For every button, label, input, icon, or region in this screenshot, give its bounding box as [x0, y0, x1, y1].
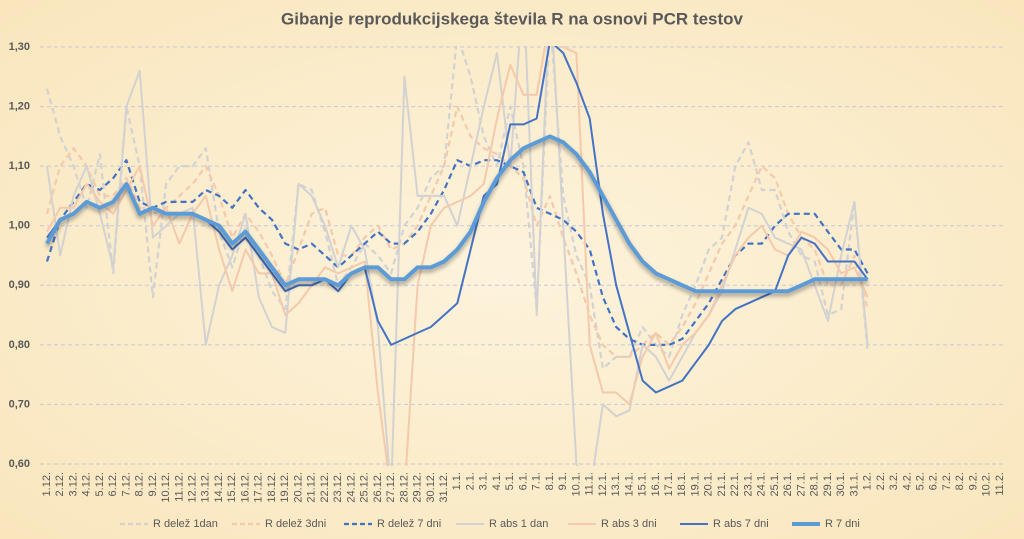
- x-tick-label: 30.1.: [835, 472, 847, 496]
- x-tick-label: 31.1.: [848, 472, 860, 496]
- x-tick-label: 28.12.: [398, 472, 410, 503]
- series-line: [46, 46, 869, 466]
- x-tick-label: 1.2.: [862, 472, 874, 490]
- series-line: [45, 105, 869, 358]
- y-tick-label: 1,10: [9, 160, 30, 172]
- series-line: [45, 46, 869, 370]
- x-tick-label: 27.12.: [385, 472, 397, 503]
- x-tick-label: 5.2.: [914, 472, 926, 490]
- x-tick-label: 10.12.: [160, 472, 172, 503]
- x-tick-label: 5.12.: [94, 472, 106, 496]
- x-tick-label: 17.12.: [253, 472, 265, 503]
- legend-label: R abs 3 dni: [601, 518, 657, 530]
- y-tick-label: 1,00: [9, 220, 30, 232]
- x-tick-label: 19.1.: [689, 472, 701, 496]
- chart-title: Gibanje reprodukcijskega števila R na os…: [281, 9, 744, 28]
- x-tick-label: 5.1.: [504, 472, 516, 490]
- y-tick-label: 0,60: [9, 458, 30, 470]
- x-tick-label: 6.1.: [517, 472, 529, 490]
- x-tick-label: 8.2.: [954, 472, 966, 490]
- x-tick-label: 15.12.: [226, 472, 238, 503]
- y-tick-label: 0,90: [9, 279, 30, 291]
- x-tick-label: 29.12.: [412, 472, 424, 503]
- x-tick-label: 2.1.: [464, 472, 476, 490]
- x-tick-label: 10.2.: [981, 472, 993, 496]
- x-tick-label: 20.12.: [292, 472, 304, 503]
- x-tick-label: 24.12.: [345, 472, 357, 503]
- x-tick-label: 29.1.: [822, 472, 834, 496]
- x-tick-label: 3.12.: [67, 472, 79, 496]
- x-tick-label: 7.2.: [941, 472, 953, 490]
- x-tick-label: 22.12.: [319, 472, 331, 503]
- legend-label: R abs 7 dni: [713, 518, 769, 530]
- x-tick-label: 27.1.: [795, 472, 807, 496]
- x-tick-label: 18.12.: [266, 472, 278, 503]
- x-tick-label: 3.1.: [478, 472, 490, 490]
- x-tick-label: 23.1.: [742, 472, 754, 496]
- x-tick-label: 9.2.: [967, 472, 979, 490]
- legend-label: R delež 7 dni: [377, 518, 441, 530]
- x-tick-label: 4.2.: [901, 472, 913, 490]
- legend-label: R delež 3dni: [265, 518, 326, 530]
- x-tick-label: 16.1.: [650, 472, 662, 496]
- x-tick-label: 11.1.: [584, 472, 596, 496]
- x-tick-label: 30.12.: [425, 472, 437, 503]
- x-tick-label: 23.12.: [332, 472, 344, 503]
- legend-label: R 7 dni: [825, 518, 860, 530]
- x-tick-label: 15.1.: [637, 472, 649, 496]
- x-tick-label: 13.12.: [200, 472, 212, 503]
- x-tick-label: 8.12.: [134, 472, 146, 496]
- y-tick-label: 0,80: [9, 339, 30, 351]
- x-tick-label: 1.12.: [41, 472, 53, 496]
- x-tick-label: 18.1.: [676, 472, 688, 496]
- x-tick-label: 28.1.: [809, 472, 821, 496]
- legend-label: R delež 1dan: [153, 518, 218, 530]
- x-tick-label: 10.1.: [570, 472, 582, 496]
- x-tick-label: 31.12.: [438, 472, 450, 503]
- x-tick-label: 21.12.: [306, 472, 318, 503]
- x-tick-label: 2.2.: [875, 472, 887, 490]
- y-tick-label: 0,70: [9, 398, 30, 410]
- x-tick-label: 26.12.: [372, 472, 384, 503]
- x-tick-label: 3.2.: [888, 472, 900, 490]
- x-tick-label: 12.12.: [187, 472, 199, 503]
- x-tick-label: 1.1.: [451, 472, 463, 490]
- x-tick-label: 25.1.: [769, 472, 781, 496]
- x-tick-label: 25.12.: [359, 472, 371, 503]
- x-tick-label: 6.12.: [107, 472, 119, 496]
- legend-label: R abs 1 dan: [489, 518, 548, 530]
- x-tick-label: 2.12.: [54, 472, 66, 496]
- x-tick-label: 9.12.: [147, 472, 159, 496]
- x-tick-label: 22.1.: [729, 472, 741, 496]
- plot-area: [45, 46, 869, 466]
- x-tick-label: 26.1.: [782, 472, 794, 496]
- x-tick-label: 19.12.: [279, 472, 291, 503]
- x-tick-label: 11.2.: [994, 472, 1006, 496]
- x-tick-label: 4.1.: [491, 472, 503, 490]
- x-tick-label: 7.12.: [120, 472, 132, 496]
- x-tick-label: 17.1.: [663, 472, 675, 496]
- x-tick-label: 7.1.: [531, 472, 543, 490]
- x-tick-label: 16.12.: [239, 472, 251, 503]
- x-tick-label: 9.1.: [557, 472, 569, 490]
- x-tick-label: 14.12.: [213, 472, 225, 503]
- x-tick-label: 14.1.: [623, 472, 635, 496]
- x-tick-label: 4.12.: [81, 472, 93, 496]
- x-tick-label: 11.12.: [173, 472, 185, 502]
- series-line: [45, 134, 868, 294]
- y-tick-label: 1,20: [9, 100, 30, 112]
- x-tick-label: 24.1.: [756, 472, 768, 496]
- y-tick-label: 1,30: [9, 41, 30, 53]
- x-tick-label: 20.1.: [703, 472, 715, 496]
- x-tick-label: 12.1.: [597, 472, 609, 496]
- x-tick-label: 6.2.: [928, 472, 940, 490]
- x-tick-label: 8.1.: [544, 472, 556, 490]
- x-tick-label: 13.1.: [610, 472, 622, 496]
- x-tick-label: 21.1.: [716, 472, 728, 496]
